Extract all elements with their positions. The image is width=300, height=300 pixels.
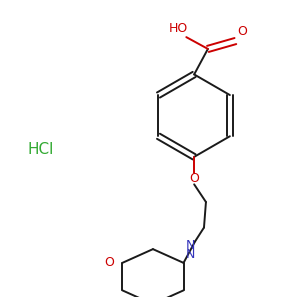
Text: O: O	[189, 172, 199, 185]
Text: O: O	[105, 256, 115, 269]
Text: O: O	[237, 25, 247, 38]
Text: N: N	[185, 248, 195, 261]
Text: HO: HO	[169, 22, 188, 35]
Text: HCl: HCl	[28, 142, 54, 158]
Text: N: N	[186, 239, 195, 252]
